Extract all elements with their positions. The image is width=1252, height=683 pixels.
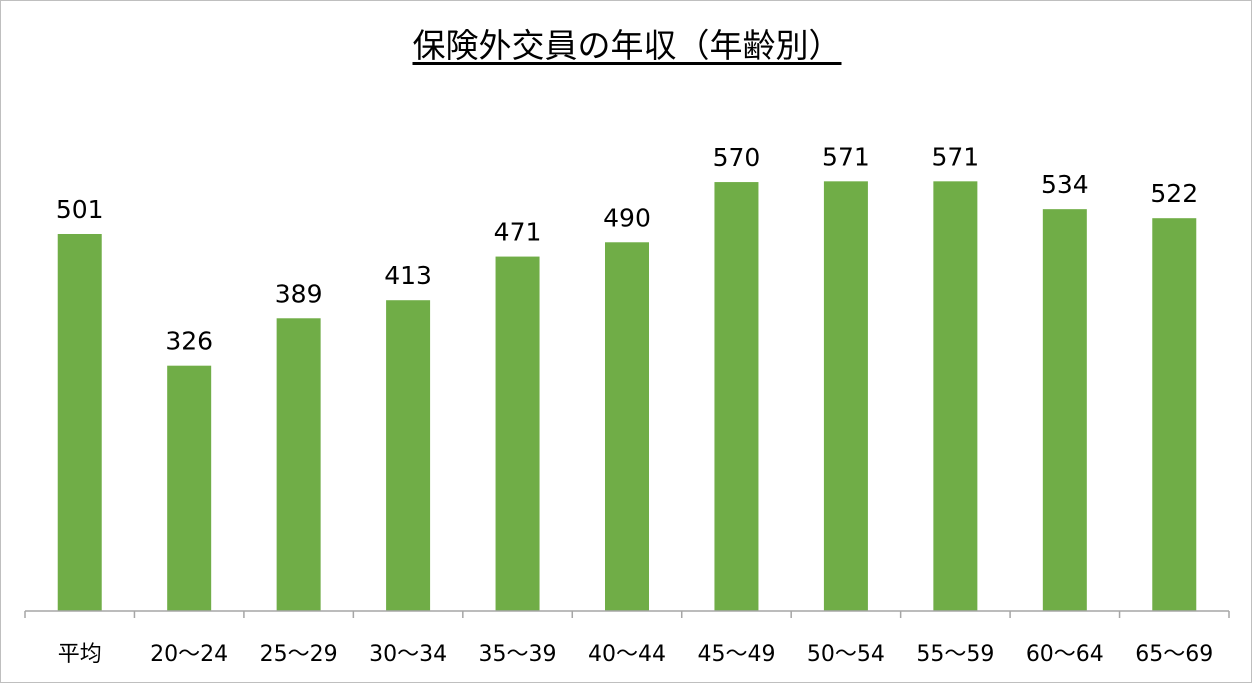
bar	[823, 181, 868, 611]
data-label: 534	[1041, 170, 1089, 199]
data-label: 571	[822, 142, 870, 171]
x-tick-label: 50〜54	[807, 642, 885, 667]
bar	[276, 318, 321, 611]
bar	[605, 242, 649, 611]
value-labels-group: 501 326 389 413 471 490 570 571 571 534 522	[56, 142, 1198, 355]
data-label: 413	[384, 261, 432, 290]
x-tick-label: 35〜39	[479, 642, 557, 667]
data-label: 389	[275, 279, 323, 308]
bar	[1152, 218, 1197, 611]
category-labels-group: 平均 20〜24 25〜29 30〜34 35〜39 40〜44 45〜49 50〜54 55〜…	[58, 642, 1214, 667]
bar	[714, 182, 759, 611]
x-tick-label: 25〜29	[260, 642, 338, 667]
data-label: 326	[165, 327, 213, 356]
x-tick-label: 65〜69	[1135, 642, 1213, 667]
data-label: 570	[713, 143, 761, 172]
data-label: 501	[56, 195, 104, 224]
data-label: 571	[932, 142, 980, 171]
data-label: 522	[1150, 179, 1198, 208]
bar	[57, 233, 102, 611]
bar	[933, 181, 978, 611]
bars-group	[57, 181, 1197, 612]
x-tick-label: 40〜44	[588, 642, 666, 667]
bar	[386, 300, 431, 611]
x-tick-label: 20〜24	[150, 642, 228, 667]
x-tick-label: 60〜64	[1026, 642, 1104, 667]
chart-title: 保険外交員の年収（年齢別）	[412, 26, 842, 65]
x-tick-label: 55〜59	[916, 642, 994, 667]
x-axis	[24, 610, 1230, 618]
bar	[495, 256, 540, 611]
x-tick-label: 30〜34	[369, 642, 447, 667]
x-tick-label: 平均	[58, 642, 102, 667]
x-tick-label: 45〜49	[697, 642, 775, 667]
bar	[167, 365, 212, 611]
data-label: 490	[603, 203, 651, 232]
data-label: 471	[494, 218, 542, 247]
bar	[1042, 209, 1087, 612]
